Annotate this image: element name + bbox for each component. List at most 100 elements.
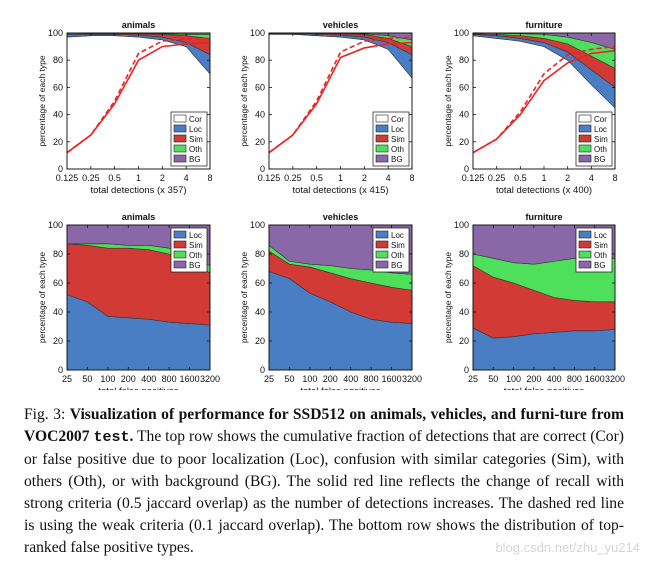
legend-swatch-cor [375,114,389,123]
chart-title: vehicles [323,20,359,30]
legend-swatch-oth [578,250,592,259]
legend-swatch-loc [173,124,187,133]
legend-label-loc: Loc [391,125,404,134]
x-tick-label: 25 [264,374,274,384]
y-tick-label: 60 [53,82,63,92]
x-axis-label: total false positives [98,386,179,390]
x-tick-label: 4 [184,173,189,183]
legend-swatch-cor [578,114,592,123]
legend-swatch-loc [173,230,187,239]
x-tick-label: 3200 [605,374,625,384]
caption-title: Visualization of performance for SSD512 … [24,406,625,445]
legend-label-sim: Sim [391,241,405,250]
caption-title-end: . [129,428,134,445]
chart-title: furniture [526,20,563,30]
plot-frame [268,224,413,371]
x-tick-label: 0.25 [284,173,302,183]
x-tick-label: 0.125 [56,173,79,183]
legend-swatch-oth [173,250,187,259]
chart-panel-4: 0 20 40 60 80 100 25 50 100 200 400 800 1600 3200 anim… [37,212,220,390]
legend-swatch-bg [375,154,389,163]
x-tick-label: 200 [526,374,541,384]
legend-label-oth: Oth [594,251,607,260]
legend-swatch-sim [578,240,592,249]
y-tick-label: 20 [459,137,469,147]
legend-label-sim: Sim [391,135,405,144]
figure-caption: Fig. 3: Visualization of performance for… [24,404,624,559]
x-tick-label: 3200 [200,374,220,384]
x-tick-label: 50 [284,374,294,384]
figure-panel-grid: 0 20 40 60 80 100 0.125 0.25 0.5 1 2 4 8 animals total… [37,20,625,390]
x-axis-label: total false positives [300,386,381,390]
legend-label-oth: Oth [189,251,202,260]
y-tick-label: 100 [48,220,63,230]
chart-title: furniture [526,212,563,222]
legend-label-loc: Loc [594,231,607,240]
chart-panel-2: 0 20 40 60 80 100 0.125 0.25 0.5 1 2 4 8 vehicles tota… [239,20,415,196]
x-tick-label: 1600 [180,374,200,384]
y-tick-label: 80 [255,55,265,65]
x-tick-label: 2 [160,173,165,183]
legend-label-bg: BG [594,261,606,270]
x-tick-label: 0.125 [462,173,485,183]
y-axis-label: percentage of each type [443,252,453,343]
legend-swatch-oth [375,144,389,153]
y-tick-label: 60 [53,278,63,288]
x-tick-label: 0.25 [82,173,100,183]
legend-label-cor: Cor [391,115,404,124]
y-tick-label: 20 [255,336,265,346]
recall-line-strong [66,41,211,154]
y-tick-label: 100 [454,220,469,230]
x-tick-label: 50 [488,374,498,384]
x-tick-label: 1600 [585,374,605,384]
y-tick-label: 80 [53,55,63,65]
x-tick-label: 50 [82,374,92,384]
legend-swatch-loc [578,124,592,133]
x-tick-label: 0.5 [310,173,323,183]
x-tick-label: 1 [136,173,141,183]
chart-title: animals [122,212,156,222]
legend-label-cor: Cor [189,115,202,124]
x-tick-label: 400 [547,374,562,384]
x-tick-label: 25 [468,374,478,384]
x-tick-label: 100 [100,374,115,384]
x-tick-label: 100 [302,374,317,384]
chart-panel-5: 0 20 40 60 80 100 25 50 100 200 400 800 1600 3200 vehi… [239,212,422,390]
legend-label-bg: BG [189,261,201,270]
legend-swatch-oth [578,144,592,153]
y-tick-label: 0 [58,365,63,375]
y-tick-label: 60 [459,278,469,288]
x-tick-label: 8 [612,173,617,183]
legend-swatch-bg [578,260,592,269]
x-tick-label: 2 [362,173,367,183]
legend-label-bg: BG [391,155,403,164]
legend-swatch-sim [375,134,389,143]
recall-line-strong [472,49,616,154]
watermark-text: blog.csdn.net/zhu_yu214 [495,540,640,555]
y-axis-label: percentage of each type [443,55,453,146]
legend-label-bg: BG [391,261,403,270]
y-tick-label: 40 [459,307,469,317]
x-tick-label: 1 [541,173,546,183]
legend-swatch-bg [375,260,389,269]
legend-label-sim: Sim [594,135,608,144]
y-tick-label: 100 [250,220,265,230]
y-axis-label: percentage of each type [37,252,47,343]
legend-label-loc: Loc [391,231,404,240]
x-tick-label: 4 [386,173,391,183]
x-tick-label: 2 [565,173,570,183]
y-tick-label: 100 [48,28,63,38]
chart-panel-3: 0 20 40 60 80 100 0.125 0.25 0.5 1 2 4 8 furniture tot… [443,20,618,196]
x-axis-label: total detections (x 400) [496,185,592,196]
legend-label-bg: BG [189,155,201,164]
chart-panel-1: 0 20 40 60 80 100 0.125 0.25 0.5 1 2 4 8 animals total… [37,20,213,196]
y-tick-label: 100 [250,28,265,38]
x-tick-label: 0.125 [258,173,281,183]
legend-swatch-sim [173,240,187,249]
y-axis-label: percentage of each type [37,55,47,146]
